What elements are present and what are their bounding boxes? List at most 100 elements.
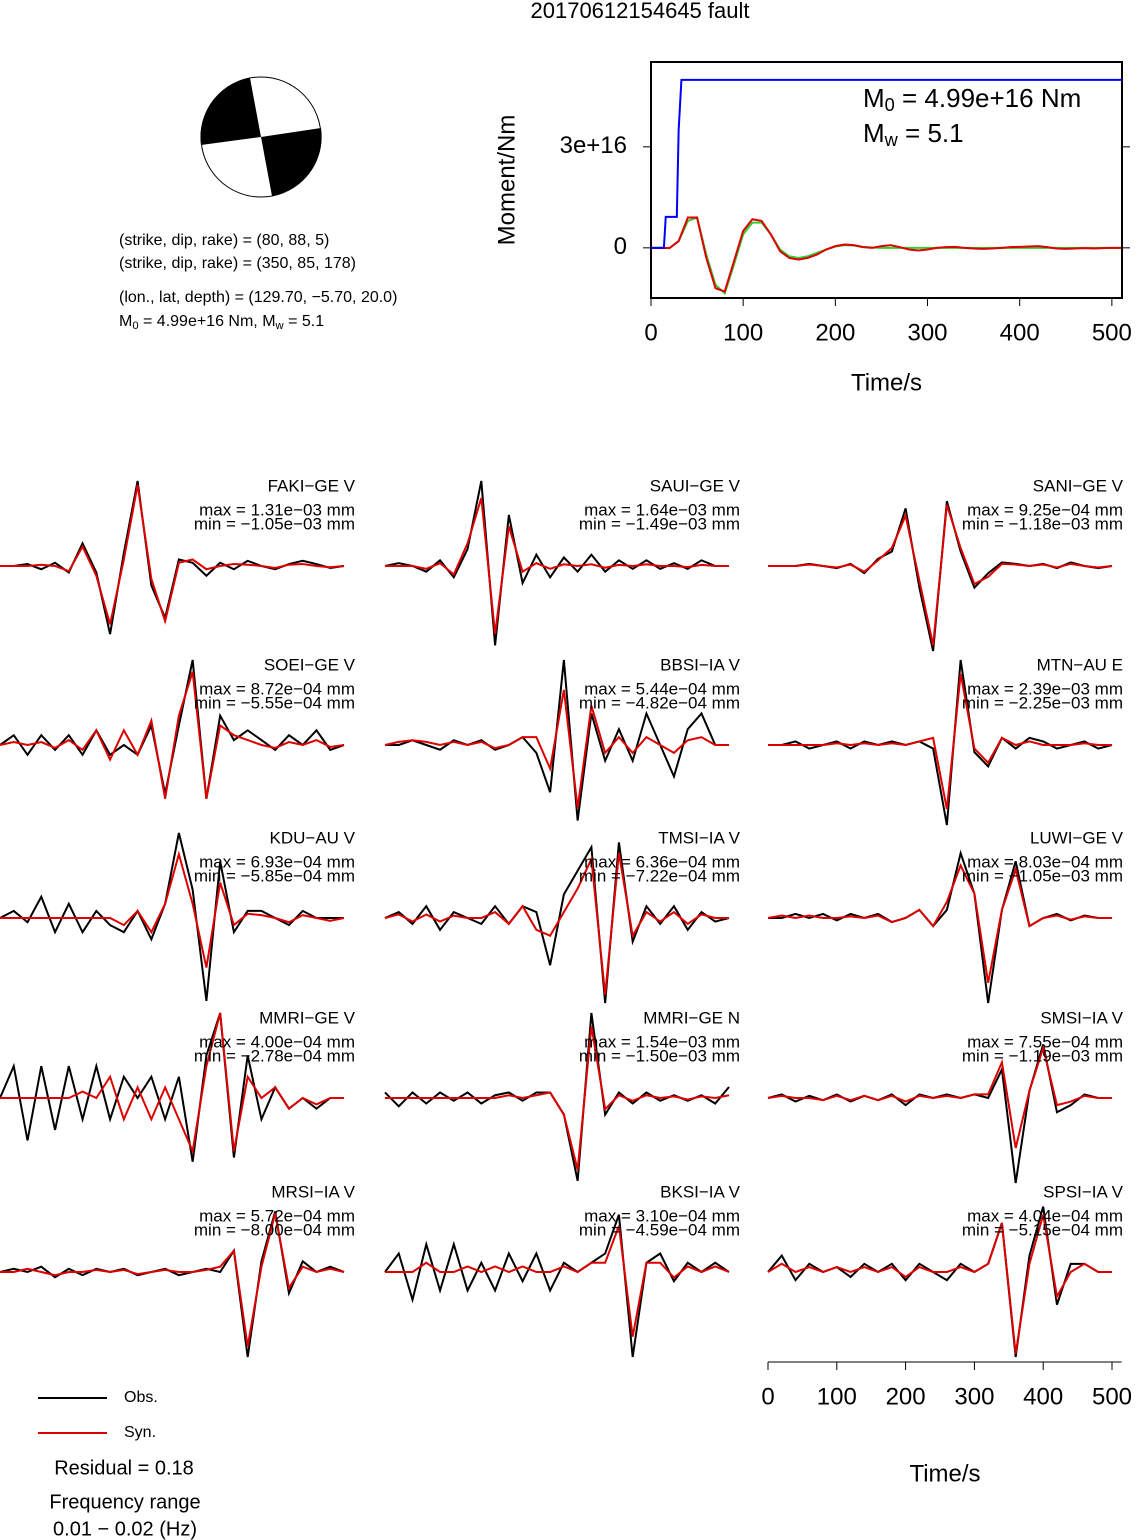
moment-rate-line — [651, 216, 1122, 293]
x-tick-label: 200 — [815, 319, 855, 346]
text-part: M — [119, 313, 132, 330]
station-label: SAUI−GE V — [650, 476, 741, 495]
observed-waveform — [384, 1214, 730, 1358]
residual-text: Residual = 0.18 — [54, 1457, 194, 1479]
station-label: SMSI−IA V — [1040, 1008, 1123, 1027]
cumulative-moment-line — [651, 78, 1122, 249]
subscript: 0 — [132, 320, 138, 332]
beachball-quadrant — [261, 128, 322, 196]
y-tick-label: 3e+16 — [560, 132, 627, 159]
station-label: FAKI−GE V — [268, 476, 356, 495]
synthetic-waveform — [767, 1214, 1112, 1354]
station-label: TMSI−IA V — [658, 828, 740, 847]
subscript: w — [884, 130, 899, 150]
max-label: max = 6.36e−04 mm — [584, 852, 740, 871]
station-label: MRSI−IA V — [271, 1182, 355, 1201]
text-part: = 4.99e+16 Nm, M — [139, 313, 276, 330]
min-label: min = −1.19e−03 mm — [962, 1046, 1123, 1065]
x-tick-label: 0 — [644, 319, 657, 346]
synthetic-waveform — [768, 504, 1113, 646]
x-tick-label: 400 — [1023, 1383, 1063, 1410]
figure-title: 20170612154645 fault — [531, 0, 750, 23]
station-label: SPSI−IA V — [1043, 1182, 1124, 1201]
station-label: SANI−GE V — [1033, 476, 1124, 495]
max-label: max = 8.72e−04 mm — [199, 679, 355, 698]
synthetic-waveform — [0, 484, 345, 625]
station-label: MMRI−GE V — [259, 1008, 356, 1027]
station-label: SOEI−GE V — [264, 655, 356, 674]
station-label: LUWI−GE V — [1030, 828, 1124, 847]
max-label: max = 5.44e−04 mm — [584, 679, 740, 698]
min-label: min = −5.85e−04 mm — [194, 866, 355, 885]
max-label: max = 3.10e−04 mm — [584, 1206, 740, 1225]
mechanism-text: (strike, dip, rake) = (80, 88, 5) — [119, 232, 329, 249]
synthetic-waveform — [384, 689, 729, 809]
min-label: min = −1.18e−03 mm — [962, 514, 1123, 533]
station-label: MTN−AU E — [1037, 655, 1123, 674]
max-label: max = 9.25e−04 mm — [967, 500, 1123, 519]
synthetic-waveform — [385, 497, 729, 635]
min-label: min = −1.05e−03 mm — [194, 514, 355, 533]
x-tick-label: 100 — [723, 319, 763, 346]
x-tick-label: 500 — [1092, 319, 1132, 346]
legend-label: Obs. — [124, 1389, 158, 1406]
min-label: min = −7.22e−04 mm — [579, 866, 740, 885]
min-label: min = −5.15e−04 mm — [962, 1220, 1123, 1239]
synthetic-waveform — [0, 1012, 344, 1155]
mechanism-text: (strike, dip, rake) = (350, 85, 178) — [119, 255, 356, 272]
max-label: max = 4.04e−04 mm — [967, 1206, 1123, 1225]
min-label: min = −4.82e−04 mm — [579, 693, 740, 712]
location-text: (lon., lat, depth) = (129.70, −5.70, 20.… — [119, 289, 397, 306]
plot-frame — [650, 61, 1123, 299]
max-label: max = 4.00e−04 mm — [199, 1032, 355, 1051]
min-label: min = −5.55e−04 mm — [194, 693, 355, 712]
max-label: max = 8.03e−04 mm — [967, 852, 1123, 871]
x-axis-label: Time/s — [851, 369, 922, 396]
beachball-quadrant — [200, 78, 261, 145]
synthetic-waveform — [0, 1213, 345, 1347]
min-label: min = −1.50e−03 mm — [579, 1046, 740, 1065]
magnitude-text: M0 = 4.99e+16 Nm, Mw = 5.1 — [119, 313, 324, 332]
min-label: min = −2.78e−04 mm — [194, 1046, 355, 1065]
synthetic-waveform — [767, 862, 1112, 983]
subscript: w — [275, 320, 285, 332]
y-tick-label: 0 — [614, 233, 627, 260]
legend: Obs. Syn. Residual = 0.18 Frequency rang… — [38, 1389, 201, 1540]
max-label: max = 5.72e−04 mm — [199, 1206, 355, 1225]
max-label: max = 2.39e−03 mm — [967, 679, 1123, 698]
text-part: M — [863, 118, 885, 148]
station-label: MMRI−GE N — [643, 1008, 740, 1027]
y-axis-label: Moment/Nm — [493, 115, 520, 246]
x-tick-label: 400 — [1000, 319, 1040, 346]
max-label: max = 6.93e−04 mm — [199, 852, 355, 871]
beachball — [200, 76, 322, 198]
synthetic-waveform — [768, 673, 1112, 810]
moment-annotation: M0 = 4.99e+16 Nm — [863, 83, 1081, 115]
synthetic-waveform — [385, 1026, 730, 1170]
legend-label: Syn. — [124, 1424, 156, 1441]
max-label: max = 1.31e−03 mm — [199, 500, 355, 519]
station-label: BKSI−IA V — [660, 1182, 741, 1201]
x-tick-label: 300 — [954, 1383, 994, 1410]
min-label: min = −1.05e−03 mm — [962, 866, 1123, 885]
observed-waveform — [768, 849, 1112, 1004]
synthetic-waveform — [0, 671, 345, 799]
min-label: min = −1.49e−03 mm — [579, 514, 740, 533]
x-axis-label: Time/s — [909, 1460, 980, 1487]
synthetic-waveform — [385, 1225, 730, 1337]
station-label: BBSI−IA V — [660, 655, 741, 674]
